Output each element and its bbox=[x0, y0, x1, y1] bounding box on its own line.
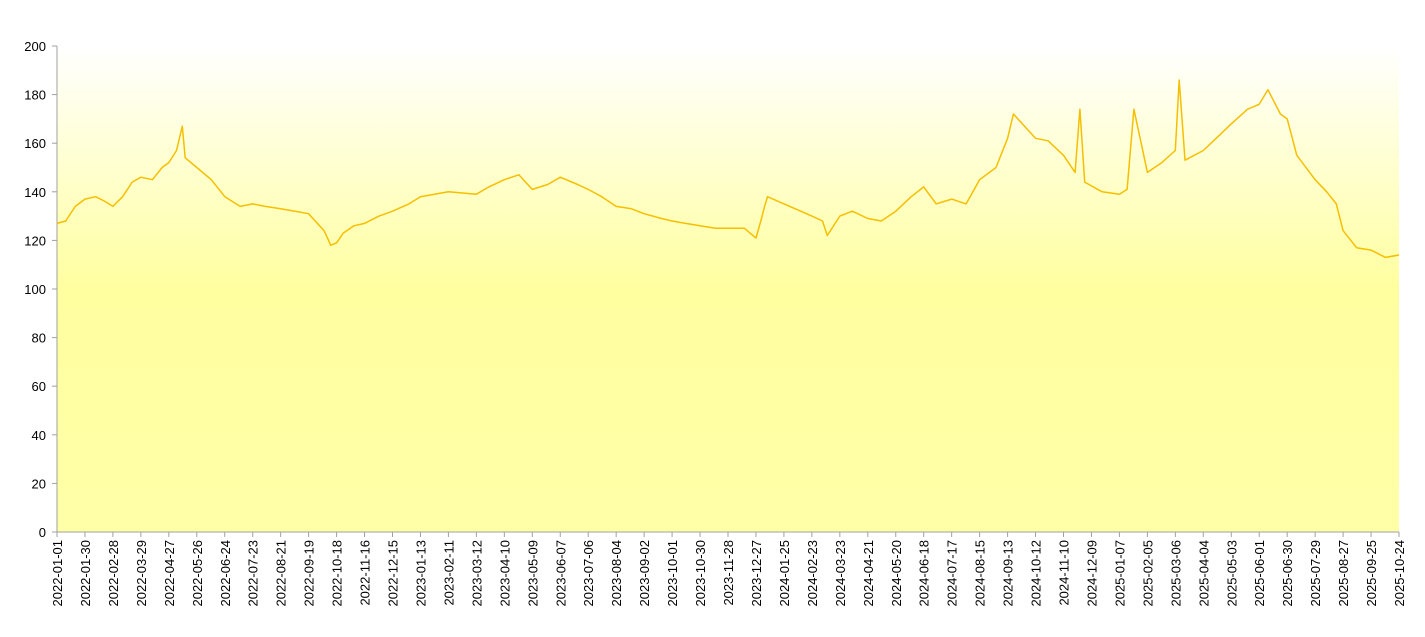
y-tick-label: 60 bbox=[32, 379, 46, 394]
x-tick-label: 2022-01-30 bbox=[78, 540, 93, 607]
x-tick-label: 2024-04-21 bbox=[861, 540, 876, 607]
x-tick-label: 2025-06-01 bbox=[1252, 540, 1267, 607]
x-tick-label: 2024-06-18 bbox=[917, 540, 932, 607]
x-tick-label: 2025-02-05 bbox=[1140, 540, 1155, 607]
x-tick-label: 2023-03-12 bbox=[469, 540, 484, 607]
x-tick-label: 2023-07-06 bbox=[581, 540, 596, 607]
x-tick-label: 2024-10-12 bbox=[1029, 540, 1044, 607]
x-tick-label: 2022-05-26 bbox=[190, 540, 205, 607]
plot-area bbox=[57, 46, 1399, 532]
x-tick-label: 2025-08-27 bbox=[1336, 540, 1351, 607]
x-tick-label: 2023-08-04 bbox=[609, 540, 624, 607]
x-tick-label: 2025-05-03 bbox=[1224, 540, 1239, 607]
x-tick-label: 2023-02-11 bbox=[441, 540, 456, 606]
x-tick-label: 2024-07-17 bbox=[945, 540, 960, 607]
y-tick-label: 0 bbox=[39, 525, 46, 540]
x-tick-label: 2025-03-06 bbox=[1168, 540, 1183, 607]
y-tick-label: 180 bbox=[24, 88, 46, 103]
x-tick-label: 2022-01-01 bbox=[50, 540, 65, 607]
x-tick-label: 2022-08-21 bbox=[274, 540, 289, 607]
x-tick-label: 2024-02-23 bbox=[805, 540, 820, 607]
x-tick-label: 2022-09-19 bbox=[302, 540, 317, 607]
x-tick-label: 2022-04-27 bbox=[162, 540, 177, 607]
x-tick-label: 2023-06-07 bbox=[553, 540, 568, 607]
x-tick-label: 2023-04-10 bbox=[497, 540, 512, 607]
x-tick-label: 2024-01-25 bbox=[777, 540, 792, 607]
x-tick-label: 2023-05-09 bbox=[525, 540, 540, 607]
x-tick-label: 2023-12-27 bbox=[749, 540, 764, 607]
x-tick-label: 2022-10-18 bbox=[330, 540, 345, 607]
x-tick-label: 2022-02-28 bbox=[106, 540, 121, 607]
x-tick-label: 2023-10-30 bbox=[693, 540, 708, 607]
x-tick-label: 2024-11-10 bbox=[1057, 540, 1072, 606]
x-tick-label: 2024-08-15 bbox=[973, 540, 988, 607]
x-tick-label: 2025-09-25 bbox=[1364, 540, 1379, 607]
y-tick-label: 40 bbox=[32, 428, 46, 443]
x-tick-label: 2023-01-13 bbox=[413, 540, 428, 607]
y-tick-label: 80 bbox=[32, 331, 46, 346]
x-tick-label: 2024-03-23 bbox=[833, 540, 848, 607]
y-tick-label: 100 bbox=[24, 282, 46, 297]
line-series bbox=[56, 79, 1400, 259]
x-tick-label: 2022-03-29 bbox=[134, 540, 149, 607]
y-tick-label: 140 bbox=[24, 185, 46, 200]
x-tick-label: 2025-07-29 bbox=[1308, 540, 1323, 607]
x-tick-label: 2022-11-16 bbox=[358, 540, 373, 606]
x-tick-label: 2023-11-28 bbox=[721, 540, 736, 606]
x-tick-label: 2023-10-01 bbox=[665, 540, 680, 607]
x-tick-label: 2025-10-24 bbox=[1392, 540, 1407, 607]
y-tick-label: 20 bbox=[32, 476, 46, 491]
x-tick-label: 2025-06-30 bbox=[1280, 540, 1295, 607]
x-tick-label: 2022-12-15 bbox=[386, 540, 401, 607]
x-tick-label: 2025-01-07 bbox=[1112, 540, 1127, 607]
x-tick-label: 2025-04-04 bbox=[1196, 540, 1211, 607]
x-tick-label: 2022-07-23 bbox=[246, 540, 261, 607]
x-tick-label: 2023-09-02 bbox=[637, 540, 652, 607]
x-tick-label: 2024-05-20 bbox=[889, 540, 904, 607]
x-tick-label: 2022-06-24 bbox=[218, 540, 233, 607]
x-tick-label: 2024-12-09 bbox=[1084, 540, 1099, 607]
y-tick-label: 200 bbox=[24, 39, 46, 54]
y-tick-label: 120 bbox=[24, 233, 46, 248]
x-tick-label: 2024-09-13 bbox=[1001, 540, 1016, 607]
y-tick-label: 160 bbox=[24, 136, 46, 151]
